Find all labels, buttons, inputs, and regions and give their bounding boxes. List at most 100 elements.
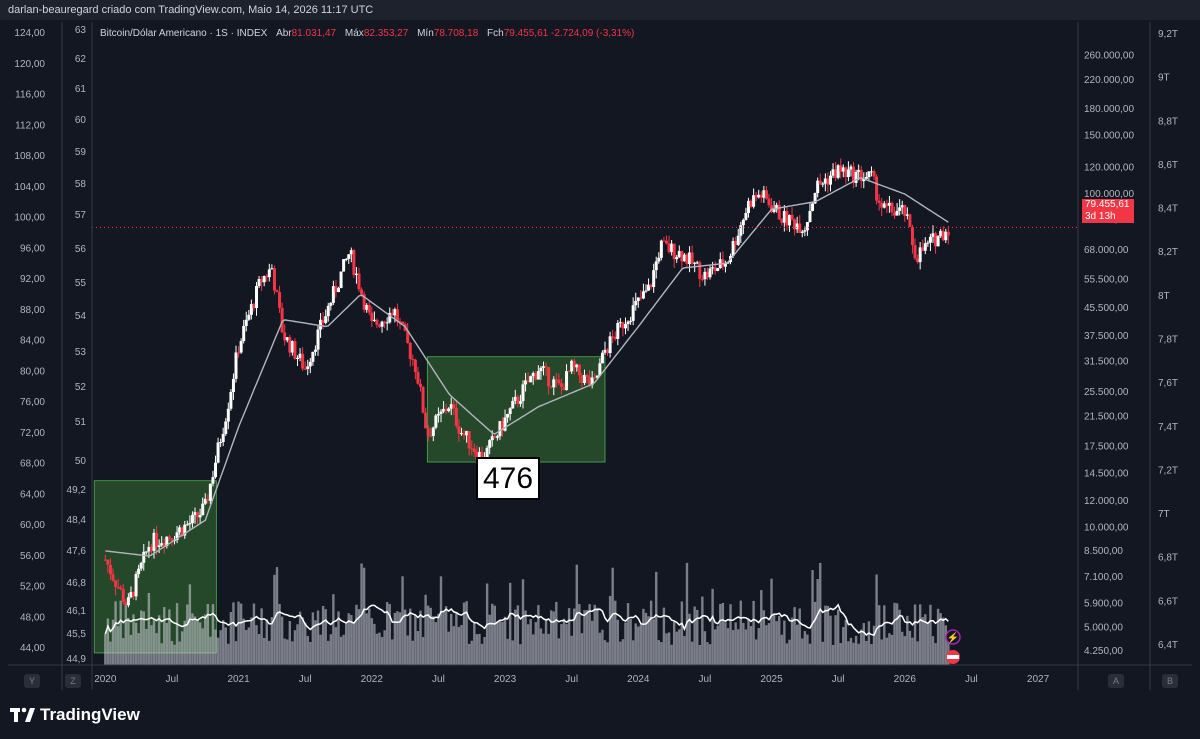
right-axis-2-tick: 6,6T [1158, 596, 1178, 607]
candle-body [936, 236, 940, 247]
candle-body [495, 436, 499, 438]
volume-bar [147, 592, 151, 665]
candle-body [442, 408, 446, 412]
left-axis-1-tick: 56,00 [20, 551, 45, 562]
volume-bar [844, 619, 848, 665]
candle-body [887, 202, 891, 206]
candle-body [426, 428, 430, 436]
volume-bar [529, 619, 532, 665]
left-axis-1-tick: 48,00 [20, 612, 45, 623]
tradingview-logo[interactable]: TradingView [10, 705, 140, 725]
volume-bar [163, 607, 166, 665]
candle-body [580, 375, 584, 383]
candle-body [526, 380, 530, 383]
candle-body [813, 193, 817, 204]
candle-body [152, 532, 156, 551]
candle-body [365, 304, 369, 310]
candle-body [257, 279, 261, 286]
volume-bar [145, 628, 148, 665]
price-axis-tick: 25.500,00 [1084, 387, 1129, 398]
volume-bar [316, 610, 320, 665]
candle-body [598, 363, 602, 376]
volume-bar [813, 601, 817, 665]
candle-body [296, 358, 300, 360]
low-value: 78.708,18 [433, 28, 479, 39]
volume-bar [744, 629, 748, 665]
z-axis-button[interactable]: Z [65, 674, 81, 688]
volume-bar [419, 610, 422, 665]
candle-body [185, 524, 189, 526]
candle-body [518, 401, 522, 404]
candle-body [565, 370, 569, 391]
volume-bar [229, 612, 233, 665]
candle-body [711, 267, 715, 269]
volume-bar [662, 607, 666, 665]
price-axis-tick: 180.000,00 [1084, 104, 1134, 115]
volume-bar [114, 601, 117, 665]
candle-body [893, 212, 897, 216]
volume-bar [127, 617, 130, 665]
candle-body [424, 412, 428, 429]
candle-body [488, 440, 492, 448]
volume-bar [350, 615, 353, 665]
y-axis-button[interactable]: Y [24, 674, 40, 688]
volume-bar [713, 629, 717, 665]
candle-body [603, 349, 607, 353]
open-value: 81.031,47 [291, 28, 337, 39]
volume-bar [321, 605, 325, 665]
volume-bar [690, 641, 694, 665]
auto-scale-button[interactable]: A [1108, 674, 1124, 688]
volume-bar [580, 633, 584, 665]
volume-bar [793, 607, 796, 665]
candle-body [406, 330, 410, 343]
candle-body [388, 312, 392, 323]
volume-bar [585, 610, 589, 665]
candle-body [547, 367, 551, 387]
volume-bar [678, 629, 681, 665]
change-value: -2.724,09 (-3,31%) [551, 28, 635, 39]
candle-body [793, 219, 797, 230]
candle-body [362, 294, 366, 310]
price-axis-tick: 12.000,00 [1084, 496, 1129, 507]
b-button[interactable]: B [1162, 674, 1178, 688]
candle-body [313, 349, 317, 352]
right-axis-2-tick: 7,2T [1158, 465, 1178, 476]
candle-body [103, 559, 107, 561]
left-axis-2-tick: 53 [75, 347, 87, 358]
candle-body [559, 383, 563, 387]
candle-body [393, 309, 397, 316]
candle-body [831, 169, 835, 176]
candle-body [641, 291, 645, 299]
candle-body [339, 271, 343, 289]
candle-body [270, 268, 274, 270]
candle-body [713, 267, 717, 271]
volume-bar [214, 629, 217, 665]
price-chart[interactable]: 124,00 120,00 116,00 112,00 108,00 104,00 100,… [0, 0, 1200, 696]
volume-bar [647, 616, 650, 665]
candle-body [544, 366, 548, 368]
time-axis-tick: Jul [432, 674, 445, 685]
volume-bar [829, 615, 832, 665]
candle-body [493, 436, 497, 438]
volume-bar [672, 621, 676, 665]
volume-bar [168, 609, 171, 665]
time-axis-tick: Jul [299, 674, 312, 685]
candle-body [780, 219, 784, 223]
volume-bar [880, 639, 883, 665]
candle-body [572, 360, 576, 368]
volume-bar [908, 630, 912, 665]
volume-bar [893, 602, 896, 665]
candle-body [167, 536, 171, 539]
candle-body [734, 241, 738, 245]
candle-body [121, 588, 125, 602]
candle-body [124, 601, 128, 606]
volume-bar [498, 620, 502, 665]
volume-bar [729, 604, 732, 665]
volume-bar [593, 604, 596, 665]
candle-body [905, 214, 909, 216]
candle-body [513, 396, 517, 401]
volume-bar [890, 634, 894, 665]
candle-body [723, 263, 727, 267]
candle-body [690, 252, 694, 264]
candle-body [670, 243, 674, 253]
